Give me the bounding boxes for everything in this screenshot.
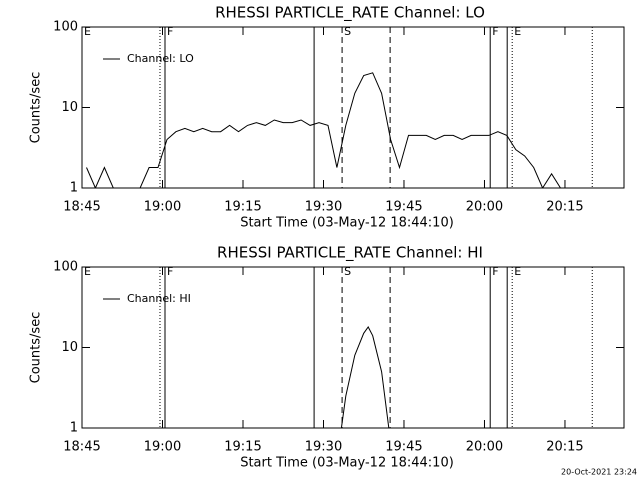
- annotation: E: [84, 265, 91, 278]
- y-tick-label: 10: [61, 340, 78, 355]
- x-tick-label: 20:00: [466, 440, 503, 455]
- x-tick-label: 19:15: [224, 440, 261, 455]
- y-tick-label: 1: [70, 181, 78, 196]
- x-tick-label: 18:45: [63, 440, 100, 455]
- x-tick-label: 19:45: [385, 440, 422, 455]
- x-tick-label: 19:30: [305, 200, 342, 215]
- legend-label: Channel: LO: [127, 52, 194, 65]
- annotation: E: [514, 265, 521, 278]
- annotation: S: [344, 25, 351, 38]
- x-tick-label: 20:15: [546, 440, 583, 455]
- chart-title: RHESSI PARTICLE_RATE Channel: LO: [215, 4, 485, 23]
- data-line: [340, 326, 390, 428]
- data-line: [86, 72, 561, 188]
- x-axis-label: Start Time (03-May-12 18:44:10): [240, 456, 454, 471]
- legend-label: Channel: HI: [127, 292, 191, 305]
- annotation: E: [84, 25, 91, 38]
- chart-title: RHESSI PARTICLE_RATE Channel: HI: [217, 244, 483, 263]
- x-tick-label: 19:30: [305, 440, 342, 455]
- y-axis-label: Counts/sec: [29, 72, 44, 144]
- x-tick-label: 19:00: [144, 440, 181, 455]
- annotation: F: [167, 265, 173, 278]
- annotation: E: [514, 25, 521, 38]
- y-tick-label: 10: [61, 100, 78, 115]
- annotation: F: [492, 265, 498, 278]
- x-tick-label: 19:45: [385, 200, 422, 215]
- y-tick-label: 1: [70, 421, 78, 436]
- annotation: S: [344, 265, 351, 278]
- x-tick-label: 19:00: [144, 200, 181, 215]
- x-tick-label: 20:15: [546, 200, 583, 215]
- x-tick-label: 19:15: [224, 200, 261, 215]
- annotation: F: [167, 25, 173, 38]
- x-tick-label: 18:45: [63, 200, 100, 215]
- x-tick-label: 20:00: [466, 200, 503, 215]
- footer: 20-Oct-2021 23:24: [561, 468, 637, 477]
- x-axis-label: Start Time (03-May-12 18:44:10): [240, 216, 454, 231]
- annotation: F: [492, 25, 498, 38]
- y-tick-label: 100: [53, 260, 78, 275]
- y-axis-label: Counts/sec: [29, 312, 44, 384]
- y-tick-label: 100: [53, 20, 78, 35]
